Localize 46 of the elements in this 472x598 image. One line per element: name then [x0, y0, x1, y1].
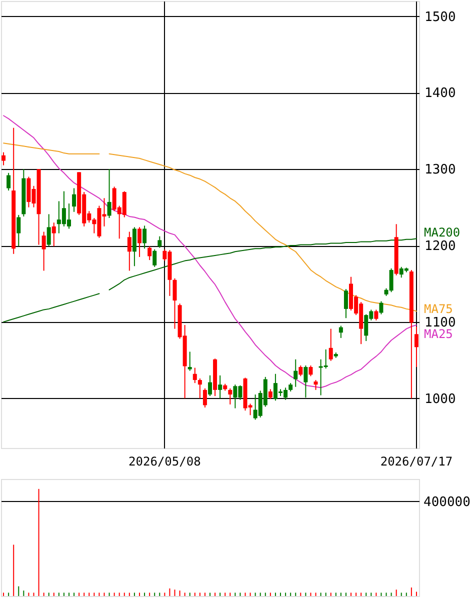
candlestick: [304, 364, 308, 398]
x-tick-label: 2026/05/08: [128, 454, 201, 468]
line-series: [3, 115, 417, 388]
y-tick-label: 1500: [424, 10, 456, 25]
candlestick: [2, 152, 6, 166]
candlestick: [414, 326, 418, 368]
y-tick-label: 400000: [424, 494, 470, 510]
y-tick-label: 1000: [424, 392, 456, 407]
candlestick: [308, 364, 313, 377]
candlestick: [127, 231, 132, 272]
y-tick-label: 1400: [424, 86, 456, 102]
candlestick: [314, 379, 318, 390]
candlestick: [172, 278, 177, 330]
candlestick: [344, 288, 348, 319]
candlestick: [52, 222, 56, 247]
candlestick: [148, 246, 152, 261]
candlestick: [72, 188, 76, 212]
y-tick-label: 1200: [424, 239, 456, 254]
candlestick: [208, 374, 212, 397]
candlestick: [152, 248, 157, 268]
series-label: MA200: [424, 226, 460, 240]
candlestick: [338, 325, 343, 338]
candlestick: [46, 214, 51, 247]
candlestick: [188, 351, 192, 372]
candlestick: [328, 328, 333, 362]
candlestick: [192, 367, 197, 384]
candlestick: [294, 358, 298, 388]
candlestick: [202, 388, 207, 408]
candlestick: [158, 236, 162, 248]
candlestick: [137, 226, 142, 258]
x-tick-label: 2026/07/17: [380, 454, 453, 468]
y-tick-label: 1300: [424, 162, 456, 178]
candlestick: [132, 226, 136, 267]
candlestick: [42, 231, 46, 272]
series-label: MA75: [424, 302, 453, 316]
candlestick: [268, 388, 272, 400]
candlestick: [298, 364, 303, 377]
candlestick: [198, 378, 202, 399]
candlestick: [107, 168, 112, 219]
candlestick: [6, 172, 11, 191]
candlestick: [374, 309, 378, 321]
candlestick: [228, 388, 232, 405]
candlestick: [379, 300, 384, 315]
candlestick: [16, 214, 21, 247]
candlestick: [218, 374, 222, 399]
candlestick: [142, 225, 147, 250]
